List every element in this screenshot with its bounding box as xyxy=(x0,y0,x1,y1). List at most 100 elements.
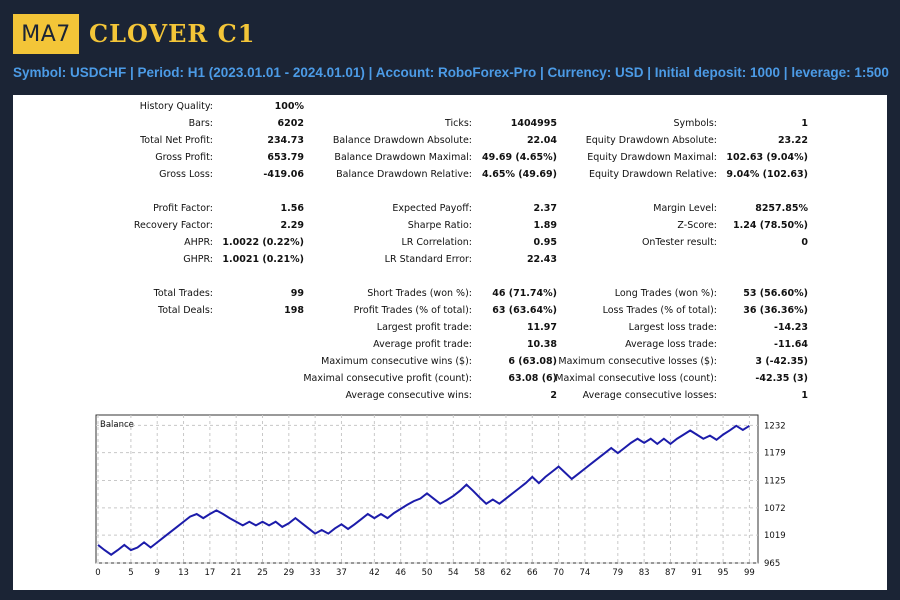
stat-value-ticks: 1404995 xyxy=(510,118,557,129)
y-tick-label: 965 xyxy=(764,559,780,569)
stat-label-gross-loss: Gross Loss: xyxy=(159,169,213,180)
x-tick-label: 29 xyxy=(283,568,294,578)
x-tick-label: 9 xyxy=(155,568,160,578)
stat-value-ghpr: 1.0021 (0.21%) xyxy=(222,254,304,265)
stat-value-largest-profit: 11.97 xyxy=(526,322,557,333)
stat-value-lr-correlation: 0.95 xyxy=(533,237,557,248)
stat-label-z-score: Z-Score: xyxy=(677,220,717,231)
stat-label-total-net-profit: Total Net Profit: xyxy=(140,135,213,146)
x-tick-label: 99 xyxy=(744,568,755,578)
stat-value-avg-consec-losses: 1 xyxy=(801,390,808,401)
y-tick-label: 1179 xyxy=(764,449,786,459)
stat-label-gross-profit: Gross Profit: xyxy=(155,152,213,163)
stat-value-equity-dd-abs: 23.22 xyxy=(777,135,808,146)
product-title: CLOVER C1 xyxy=(89,19,256,48)
stat-label-short-trades: Short Trades (won %): xyxy=(367,288,472,299)
stat-label-history-quality: History Quality: xyxy=(139,101,213,112)
stat-label-equity-dd-rel: Equity Drawdown Relative: xyxy=(588,169,717,180)
stat-label-ahpr: AHPR: xyxy=(184,237,213,248)
stat-label-lr-correlation: LR Correlation: xyxy=(401,237,473,248)
stat-value-gross-profit: 653.79 xyxy=(267,152,304,163)
stat-label-profit-trades: Profit Trades (% of total): xyxy=(353,305,472,316)
stat-label-balance-dd-max: Balance Drawdown Maximal: xyxy=(334,152,472,163)
y-tick-label: 1019 xyxy=(764,531,786,541)
x-tick-label: 87 xyxy=(665,568,676,578)
stat-value-long-trades: 53 (56.60%) xyxy=(743,288,808,299)
stat-label-max-consec-losses: Maximum consecutive losses ($): xyxy=(558,356,717,367)
stat-value-maximal-consec-profit: 63.08 (6) xyxy=(508,373,557,384)
stat-label-symbols: Symbols: xyxy=(673,118,717,129)
stat-label-bars: Bars: xyxy=(188,118,213,129)
stat-value-short-trades: 46 (71.74%) xyxy=(492,288,557,299)
stat-label-total-trades: Total Trades: xyxy=(153,288,213,299)
stat-value-expected-payoff: 2.37 xyxy=(533,203,557,214)
stat-value-bars: 6202 xyxy=(277,118,304,129)
stat-value-sharpe-ratio: 1.89 xyxy=(533,220,557,231)
report-header: MA7 CLOVER C1 Symbol: USDCHF | Period: H… xyxy=(0,0,900,92)
stat-value-maximal-consec-loss: -42.35 (3) xyxy=(755,373,808,384)
stat-value-lr-std-error: 22.43 xyxy=(526,254,557,265)
x-tick-label: 95 xyxy=(718,568,729,578)
stat-value-symbols: 1 xyxy=(801,118,808,129)
stat-label-ticks: Ticks: xyxy=(444,118,472,129)
x-tick-label: 58 xyxy=(474,568,485,578)
gridlines xyxy=(96,415,758,564)
x-tick-label: 79 xyxy=(612,568,623,578)
chart-title: Balance xyxy=(100,420,134,430)
stat-label-profit-factor: Profit Factor: xyxy=(153,203,213,214)
x-tick-label: 62 xyxy=(501,568,512,578)
stat-value-max-consec-wins: 6 (63.08) xyxy=(508,356,557,367)
stat-value-balance-dd-max: 49.69 (4.65%) xyxy=(482,152,557,163)
stat-label-balance-dd-rel: Balance Drawdown Relative: xyxy=(336,169,472,180)
x-tick-label: 25 xyxy=(257,568,268,578)
y-tick-label: 1125 xyxy=(764,476,786,486)
stat-label-avg-consec-losses: Average consecutive losses: xyxy=(582,390,717,401)
y-axis-ticks: 965 1019 1072 1125 1179 1232 xyxy=(764,421,786,569)
stat-value-max-consec-losses: 3 (-42.35) xyxy=(755,356,808,367)
stat-value-profit-trades: 63 (63.64%) xyxy=(492,305,557,316)
stat-label-recovery-factor: Recovery Factor: xyxy=(133,220,213,231)
stat-value-loss-trades: 36 (36.36%) xyxy=(743,305,808,316)
x-tick-label: 46 xyxy=(395,568,406,578)
balance-series-line xyxy=(97,424,750,556)
x-tick-label: 17 xyxy=(204,568,215,578)
backtest-report: History Quality: 100% Bars: 6202 Total Net P… xyxy=(13,95,887,590)
stat-value-avg-consec-wins: 2 xyxy=(550,390,557,401)
stat-label-loss-trades: Loss Trades (% of total): xyxy=(602,305,717,316)
stat-label-maximal-consec-profit: Maximal consecutive profit (count): xyxy=(303,373,472,384)
stat-label-largest-profit: Largest profit trade: xyxy=(376,322,472,333)
x-tick-label: 66 xyxy=(527,568,538,578)
stat-label-expected-payoff: Expected Payoff: xyxy=(392,203,472,214)
x-tick-label: 13 xyxy=(178,568,189,578)
stat-value-balance-dd-rel: 4.65% (49.69) xyxy=(482,169,557,180)
x-tick-label: 5 xyxy=(128,568,133,578)
test-settings-line: Symbol: USDCHF | Period: H1 (2023.01.01 … xyxy=(13,65,889,80)
stat-value-total-deals: 198 xyxy=(284,305,304,316)
x-tick-label: 50 xyxy=(422,568,433,578)
stat-label-avg-loss: Average loss trade: xyxy=(625,339,717,350)
stat-label-maximal-consec-loss: Maximal consecutive loss (count): xyxy=(555,373,717,384)
stat-label-equity-dd-abs: Equity Drawdown Absolute: xyxy=(585,135,717,146)
stat-value-recovery-factor: 2.29 xyxy=(280,220,304,231)
x-tick-label: 33 xyxy=(310,568,321,578)
balance-chart: Balance 965 1019 1072 1125 1179 1232 0 5 9 13 17 2… xyxy=(95,414,786,578)
stat-value-equity-dd-max: 102.63 (9.04%) xyxy=(726,152,808,163)
y-tick-label: 1072 xyxy=(764,504,786,514)
x-tick-label: 21 xyxy=(231,568,242,578)
x-axis-ticks: 0 5 9 13 17 21 25 29 33 37 42 46 50 54 58 62 66 70 74 79 83 8… xyxy=(95,568,755,578)
x-tick-label: 83 xyxy=(639,568,650,578)
stat-label-equity-dd-max: Equity Drawdown Maximal: xyxy=(587,152,717,163)
x-tick-label: 0 xyxy=(95,568,100,578)
stat-value-avg-profit: 10.38 xyxy=(526,339,557,350)
x-tick-label: 54 xyxy=(448,568,459,578)
stat-label-sharpe-ratio: Sharpe Ratio: xyxy=(407,220,472,231)
stat-label-largest-loss: Largest loss trade: xyxy=(628,322,717,333)
x-tick-label: 91 xyxy=(691,568,702,578)
stat-value-ontester: 0 xyxy=(801,237,808,248)
stat-label-margin-level: Margin Level: xyxy=(653,203,717,214)
x-tick-label: 74 xyxy=(580,568,591,578)
stat-value-z-score: 1.24 (78.50%) xyxy=(733,220,808,231)
x-tick-label: 42 xyxy=(369,568,380,578)
stat-value-gross-loss: -419.06 xyxy=(263,169,304,180)
x-tick-label: 70 xyxy=(553,568,564,578)
